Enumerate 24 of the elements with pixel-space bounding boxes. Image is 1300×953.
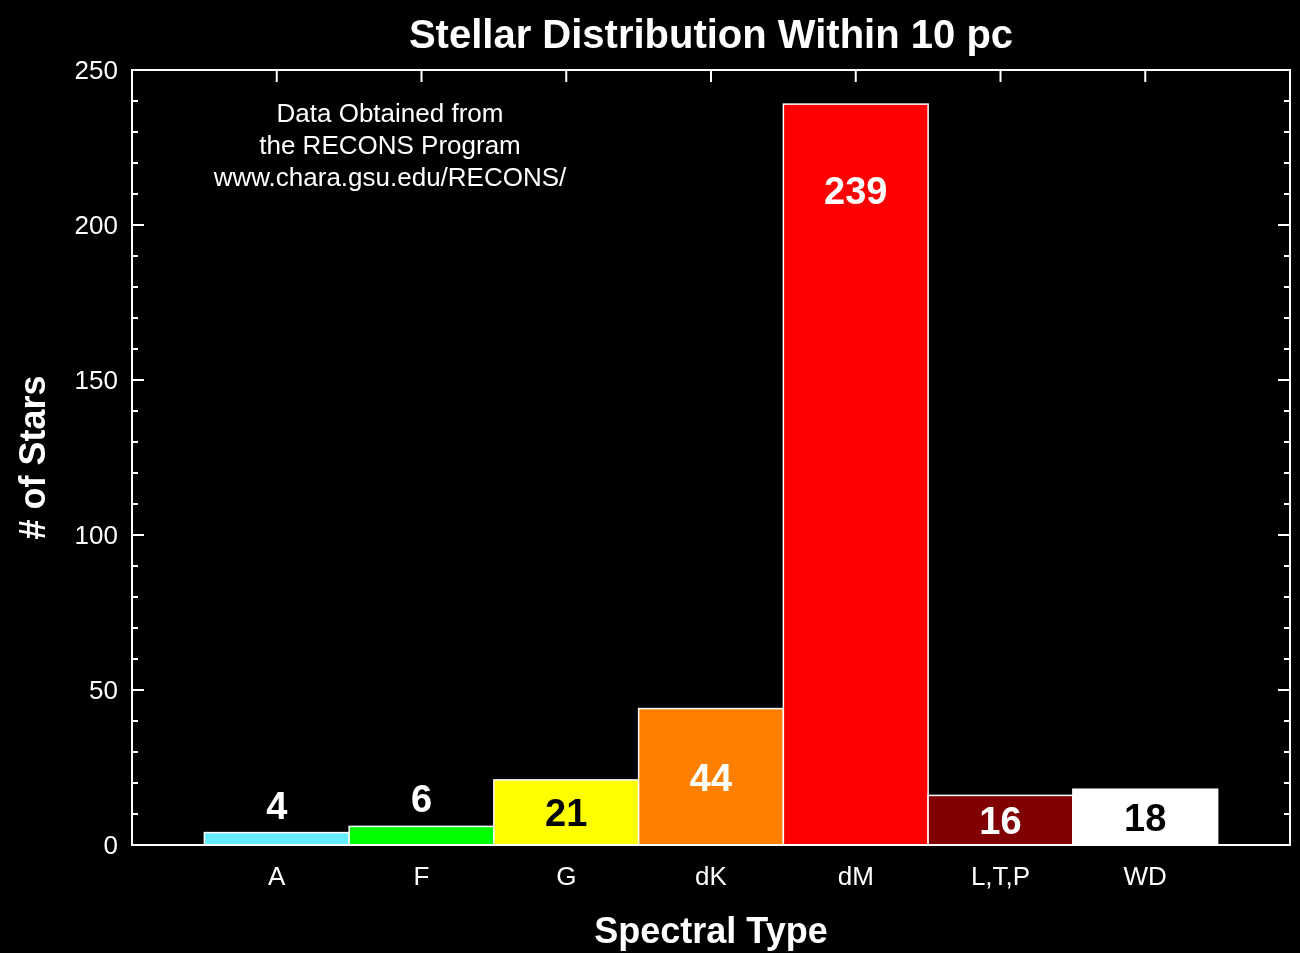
x-tick-label: dM [837,861,874,891]
data-label: 6 [410,778,433,821]
data-label: 44 [689,756,733,799]
data-label: 18 [1124,797,1167,840]
x-tick-label: dK [695,861,728,891]
data-label: 21 [545,792,588,835]
y-tick-label: 0 [103,830,118,860]
y-tick-label: 200 [74,210,118,240]
data-label: 239 [824,170,888,213]
chart-title: Stellar Distribution Within 10 pc [408,12,1014,56]
x-tick-label: L,T,P [970,861,1031,891]
x-tick-label: G [556,861,577,891]
y-tick-label: 250 [74,55,118,85]
annotation: Data Obtained from the RECONS Program www.chara.gsu.edu/RECONS/ [212,98,568,192]
x-tick-label: F [413,861,430,891]
data-label: 16 [979,800,1022,843]
x-axis-title: Spectral Type [594,910,828,951]
data-label: 4 [266,784,288,827]
y-axis-title: # of Stars [12,375,53,540]
y-tick-label: 50 [89,675,118,705]
x-tick-label: WD [1123,861,1167,891]
y-tick-label: 150 [74,365,118,395]
x-tick-label: A [268,861,287,891]
y-tick-label: 100 [74,520,118,550]
